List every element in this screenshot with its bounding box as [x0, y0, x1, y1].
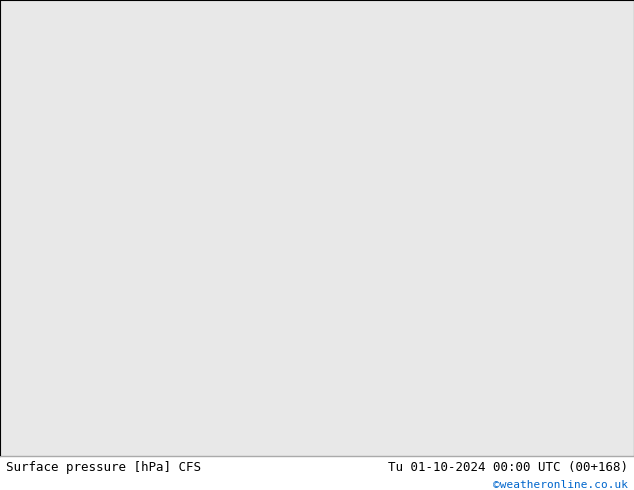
Text: Tu 01-10-2024 00:00 UTC (00+168): Tu 01-10-2024 00:00 UTC (00+168) — [387, 461, 628, 474]
Text: Surface pressure [hPa] CFS: Surface pressure [hPa] CFS — [6, 461, 202, 474]
Text: ©weatheronline.co.uk: ©weatheronline.co.uk — [493, 480, 628, 490]
